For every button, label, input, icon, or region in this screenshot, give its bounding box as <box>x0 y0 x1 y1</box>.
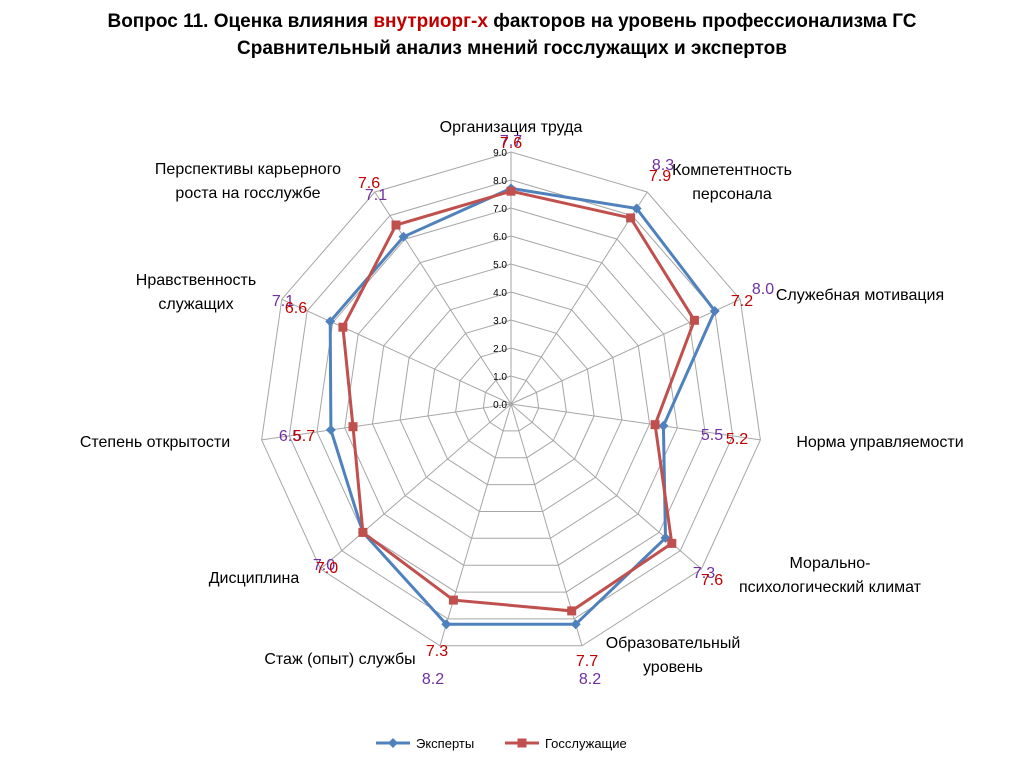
grid-ring <box>371 263 651 539</box>
grid-spoke <box>281 298 512 405</box>
data-point <box>358 527 368 537</box>
category-label: Служебная мотивация <box>776 287 944 304</box>
data-point <box>650 420 660 430</box>
legend-label: Госслужащие <box>545 736 627 751</box>
grid-ring <box>482 375 540 432</box>
grid-ring <box>455 347 567 459</box>
data-point <box>338 322 348 332</box>
data-label: 6.5 <box>279 428 301 445</box>
legend-marker <box>388 738 398 748</box>
data-label: 5.7 <box>293 428 315 445</box>
data-label: 8.2 <box>422 671 444 688</box>
grid-spoke <box>261 403 512 441</box>
grid-ring <box>344 235 678 566</box>
data-point <box>570 619 581 630</box>
tick-label: 4.0 <box>493 288 507 299</box>
category-labels: Организация труда Компетентность персонала… <box>80 119 964 676</box>
grid-spoke <box>510 191 648 405</box>
data-label: 7.9 <box>649 168 671 185</box>
data-label: 8.2 <box>579 671 601 688</box>
data-point <box>689 315 699 325</box>
data-label: 7.6 <box>500 135 522 152</box>
title-line-1: Вопрос 11. Оценка влияния внутриорг-х фа… <box>0 8 1024 35</box>
legend-label: Эксперты <box>416 736 474 751</box>
legend: Эксперты Госслужащие <box>376 736 627 751</box>
grid-ring <box>261 151 761 647</box>
data-point <box>631 203 642 214</box>
data-point <box>567 606 577 616</box>
grid-spoke <box>510 403 583 646</box>
grid-spoke <box>439 403 512 646</box>
data-point <box>448 595 458 605</box>
data-point <box>398 231 409 242</box>
category-label: Морально-психологический климат <box>739 555 922 596</box>
grid-ring <box>427 319 595 486</box>
category-label: Степень открытости <box>80 434 230 451</box>
data-point <box>325 316 336 327</box>
tick-label: 6.0 <box>493 232 507 243</box>
legend-marker <box>517 738 527 748</box>
grid-spoke <box>510 298 741 405</box>
title-line-2: Сравнительный анализ мнений госслужащих … <box>237 38 787 59</box>
data-label: 7.0 <box>313 557 335 574</box>
data-point <box>626 213 636 223</box>
grid-ring <box>316 207 706 593</box>
category-label: Компетентность персонала <box>672 162 792 203</box>
series-line <box>328 186 717 626</box>
chart-title: Вопрос 11. Оценка влияния внутриорг-х фа… <box>0 8 1024 62</box>
grid-spoke <box>510 403 761 441</box>
data-label: 8.0 <box>752 281 774 298</box>
tick-label: 7.0 <box>493 204 507 215</box>
radar-series <box>325 183 720 630</box>
data-label: 7.7 <box>500 133 522 150</box>
data-label: 8.3 <box>652 157 674 174</box>
radial-tick-labels: 0.0 1.0 2.0 3.0 4.0 5.0 6.0 7.0 8.0 9.0 <box>493 148 507 411</box>
category-label: Норма управляемости <box>796 434 963 451</box>
data-label: 7.1 <box>365 187 387 204</box>
grid-spoke <box>320 403 512 570</box>
grid-ring <box>399 291 623 512</box>
data-point <box>709 305 720 316</box>
series-officials <box>338 186 699 616</box>
data-label: 7.6 <box>358 175 380 192</box>
data-label: 7.3 <box>693 565 715 582</box>
title-suffix: факторов на уровень профессионализма ГС <box>487 11 917 32</box>
data-point <box>441 619 452 630</box>
tick-label: 5.0 <box>493 260 507 271</box>
category-label: Дисциплина <box>209 570 300 587</box>
category-label: Организация труда <box>440 119 583 136</box>
data-point <box>658 420 669 431</box>
title-highlight: внутриорг-х <box>373 11 488 32</box>
data-label: 5.5 <box>701 427 723 444</box>
data-labels: 7.78.38.05.57.38.28.27.06.57.17.17.67.97… <box>272 133 774 688</box>
data-label: 7.2 <box>731 293 753 310</box>
tick-label: 0.0 <box>493 400 507 411</box>
legend-item-experts: Эксперты <box>376 736 474 751</box>
tick-label: 2.0 <box>493 344 507 355</box>
tick-label: 9.0 <box>493 148 507 159</box>
category-label: Образовательный уровень <box>606 635 741 676</box>
data-label: 5.2 <box>726 431 748 448</box>
data-point <box>348 422 358 432</box>
data-label: 7.6 <box>701 572 723 589</box>
data-point <box>325 424 336 435</box>
tick-label: 1.0 <box>493 372 507 383</box>
data-label: 7.1 <box>272 293 294 310</box>
tick-label: 3.0 <box>493 316 507 327</box>
title-prefix: Вопрос 11. Оценка влияния <box>107 11 374 32</box>
data-point <box>506 186 516 196</box>
data-label: 6.6 <box>285 300 307 317</box>
data-label: 7.7 <box>576 653 598 670</box>
legend-item-officials: Госслужащие <box>505 736 627 751</box>
category-label: Перспективы карьерного роста на госслужбе <box>155 161 341 202</box>
tick-label: 8.0 <box>493 176 507 187</box>
category-label: Нравственность служащих <box>136 272 256 313</box>
data-point <box>667 538 677 548</box>
data-label: 7.3 <box>426 643 448 660</box>
data-point <box>391 220 401 230</box>
data-label: 7.0 <box>316 560 338 577</box>
category-label: Стаж (опыт) службы <box>264 651 415 668</box>
series-line <box>341 189 697 613</box>
